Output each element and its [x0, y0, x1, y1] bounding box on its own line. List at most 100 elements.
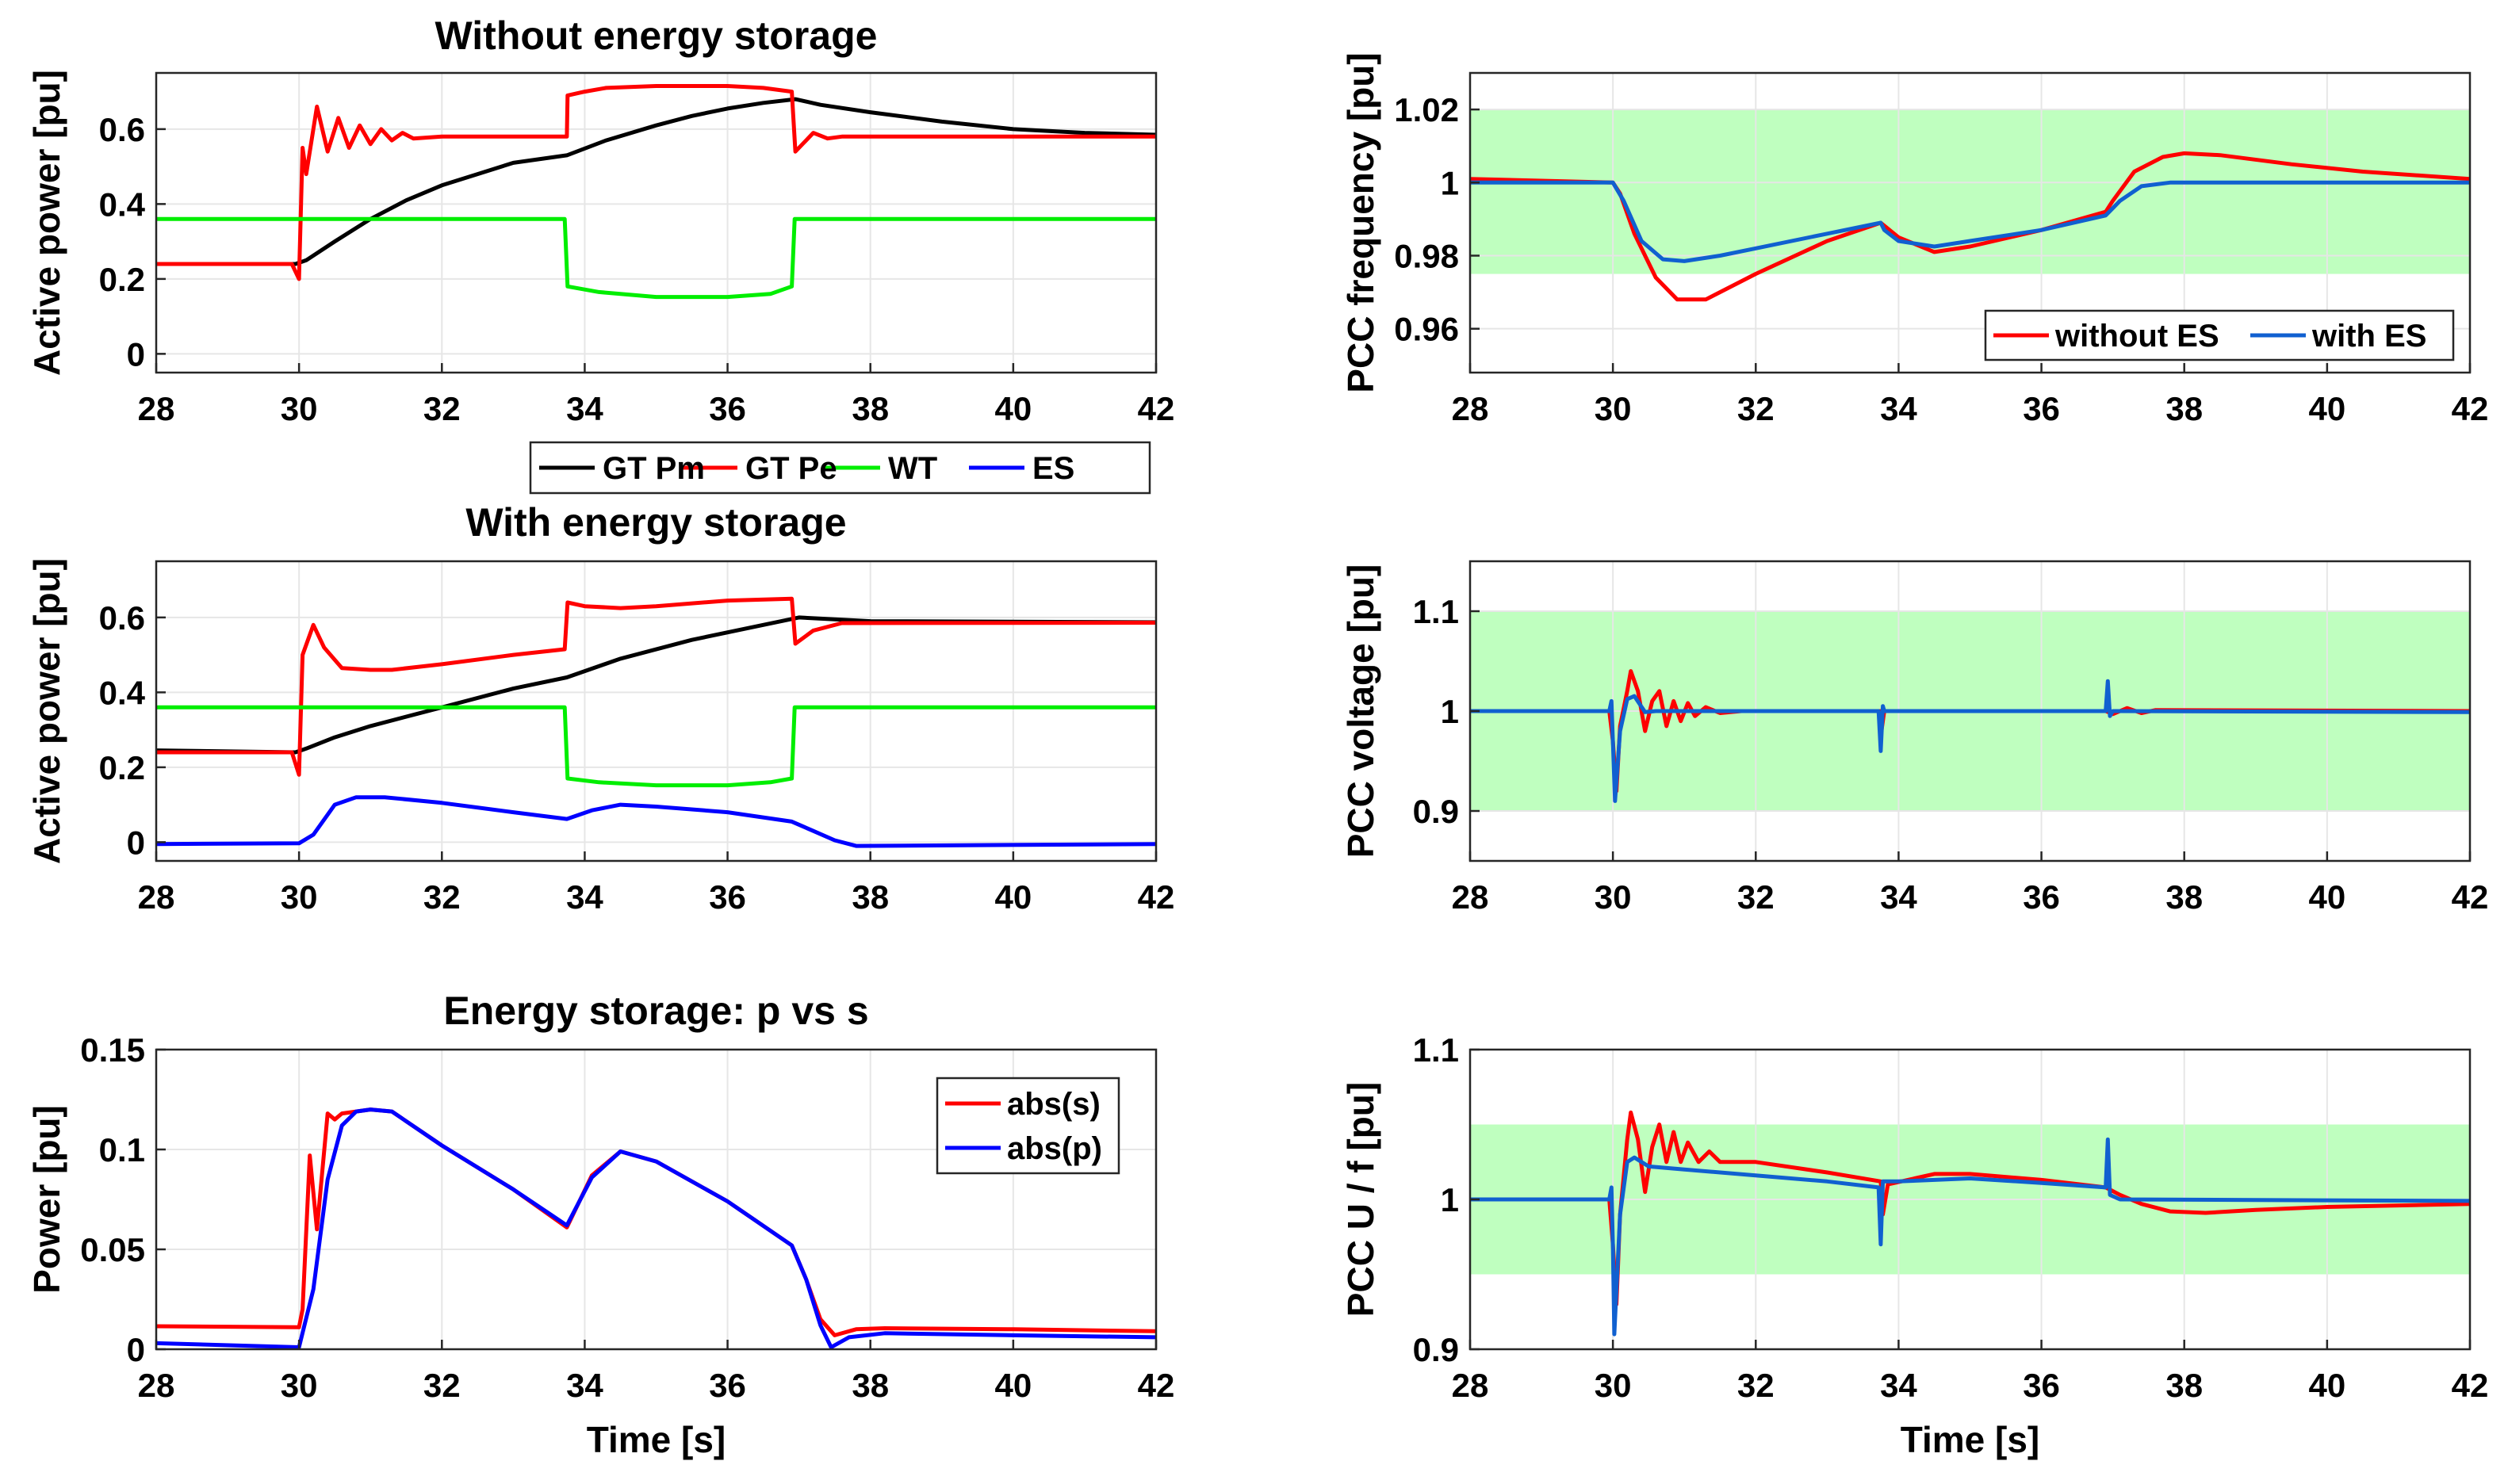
x-tick-label: 40 — [994, 390, 1032, 427]
y-axis-label: Active power [pu] — [26, 558, 67, 864]
y-tick-label: 1 — [1441, 164, 1459, 201]
legend-box — [1984, 309, 2455, 361]
y-tick-label: 0.15 — [80, 1031, 145, 1069]
legend-frequency — [1984, 309, 2455, 361]
x-axis-label: Time [s] — [1901, 1419, 2040, 1460]
series-line-gt-pe — [156, 596, 1156, 777]
y-tick-label: 0.05 — [80, 1231, 145, 1268]
x-tick-label: 42 — [2452, 878, 2489, 916]
y-tick-label: 0.1 — [99, 1131, 145, 1168]
series-line-gt-pe — [156, 84, 1156, 281]
x-tick-label: 30 — [1595, 390, 1632, 427]
y-tick-label: 1.1 — [1413, 1031, 1459, 1069]
y-tick-label: 1 — [1441, 1181, 1459, 1218]
x-tick-label: 42 — [1138, 1367, 1175, 1404]
y-tick-label: 0 — [127, 824, 145, 861]
axes-p3 — [155, 1048, 1158, 1351]
legend-es — [936, 1077, 1120, 1175]
legend-label: abs(p) — [1007, 1131, 1102, 1166]
x-tick-label: 38 — [852, 1367, 889, 1404]
x-tick-label: 36 — [709, 878, 746, 916]
legend-label: ES — [1032, 451, 1074, 486]
y-tick-label: 0 — [127, 1331, 145, 1368]
y-axis-label: Active power [pu] — [26, 70, 67, 376]
series-line-wt — [156, 216, 1156, 300]
series-line-es — [156, 795, 1156, 848]
x-tick-label: 28 — [1452, 878, 1489, 916]
x-tick-label: 38 — [2165, 390, 2203, 427]
y-tick-label: 1 — [1441, 693, 1459, 730]
x-tick-label: 32 — [1737, 878, 1775, 916]
y-axis-label: PCC voltage [pu] — [1340, 564, 1381, 859]
y-tick-label: 0.2 — [99, 261, 145, 298]
x-tick-label: 34 — [566, 390, 603, 427]
x-axis-label: Time [s] — [587, 1419, 726, 1460]
x-tick-label: 36 — [2023, 390, 2060, 427]
chart-title: With energy storage — [465, 500, 846, 545]
x-tick-label: 34 — [1880, 1367, 1917, 1404]
x-tick-label: 32 — [423, 878, 461, 916]
x-tick-label: 32 — [1737, 390, 1775, 427]
x-tick-label: 38 — [852, 390, 889, 427]
legend-label: GT Pe — [745, 451, 837, 486]
x-tick-label: 34 — [566, 1367, 603, 1404]
x-tick-label: 40 — [2308, 1367, 2345, 1404]
axes-box — [1468, 71, 2472, 374]
x-tick-label: 42 — [2452, 1367, 2489, 1404]
x-tick-label: 32 — [423, 1367, 461, 1404]
y-axis-label: PCC frequency [pu] — [1340, 52, 1381, 392]
x-tick-label: 32 — [1737, 1367, 1775, 1404]
chart-title: Energy storage: p vs s — [443, 989, 868, 1033]
series-line-with-es — [1470, 180, 2470, 263]
x-tick-label: 34 — [566, 878, 603, 916]
x-tick-label: 28 — [1452, 1367, 1489, 1404]
x-tick-label: 38 — [2165, 1367, 2203, 1404]
axes-p1 — [155, 71, 1158, 374]
y-tick-label: 0.96 — [1394, 311, 1459, 348]
y-tick-label: 0.6 — [99, 599, 145, 637]
legend-label: abs(s) — [1007, 1087, 1101, 1122]
y-tick-label: 1.02 — [1394, 91, 1459, 128]
x-tick-label: 36 — [2023, 878, 2060, 916]
series-line-with-es — [1470, 1137, 2470, 1337]
axes-p4 — [1468, 71, 2472, 374]
legend-box — [936, 1077, 1120, 1175]
chart-title: Without energy storage — [435, 13, 878, 58]
x-tick-label: 36 — [2023, 1367, 2060, 1404]
x-tick-label: 40 — [994, 878, 1032, 916]
y-tick-label: 1.1 — [1413, 593, 1459, 630]
legend-label: with ES — [2311, 319, 2426, 354]
x-tick-label: 34 — [1880, 390, 1917, 427]
y-tick-label: 0.2 — [99, 749, 145, 786]
legend-label: without ES — [2054, 319, 2219, 354]
y-tick-label: 0 — [127, 335, 145, 373]
x-tick-label: 30 — [1595, 878, 1632, 916]
x-tick-label: 32 — [423, 390, 461, 427]
x-tick-label: 28 — [1452, 390, 1489, 427]
x-tick-label: 36 — [709, 390, 746, 427]
x-tick-label: 28 — [138, 878, 175, 916]
legend-main — [529, 441, 1151, 495]
x-tick-label: 36 — [709, 1367, 746, 1404]
x-tick-label: 40 — [2308, 390, 2345, 427]
x-tick-label: 42 — [1138, 390, 1175, 427]
y-axis-label: PCC U / f [pu] — [1340, 1082, 1381, 1317]
y-tick-label: 0.9 — [1413, 1331, 1459, 1368]
x-tick-label: 40 — [2308, 878, 2345, 916]
series-line-abs-p- — [156, 1107, 1156, 1349]
axes-p5 — [1468, 560, 2472, 862]
legend-label: WT — [888, 451, 937, 486]
x-tick-label: 38 — [852, 878, 889, 916]
axes-p2 — [155, 560, 1158, 862]
y-tick-label: 0.4 — [99, 674, 146, 711]
x-tick-label: 28 — [138, 1367, 175, 1404]
x-tick-label: 42 — [1138, 878, 1175, 916]
axes-box — [155, 560, 1158, 862]
series-line-without-es — [1470, 151, 2470, 302]
x-tick-label: 30 — [281, 878, 318, 916]
series-line-with-es — [1470, 679, 2470, 803]
x-tick-label: 42 — [2452, 390, 2489, 427]
axes-p6 — [1468, 1048, 2472, 1351]
x-tick-label: 30 — [1595, 1367, 1632, 1404]
